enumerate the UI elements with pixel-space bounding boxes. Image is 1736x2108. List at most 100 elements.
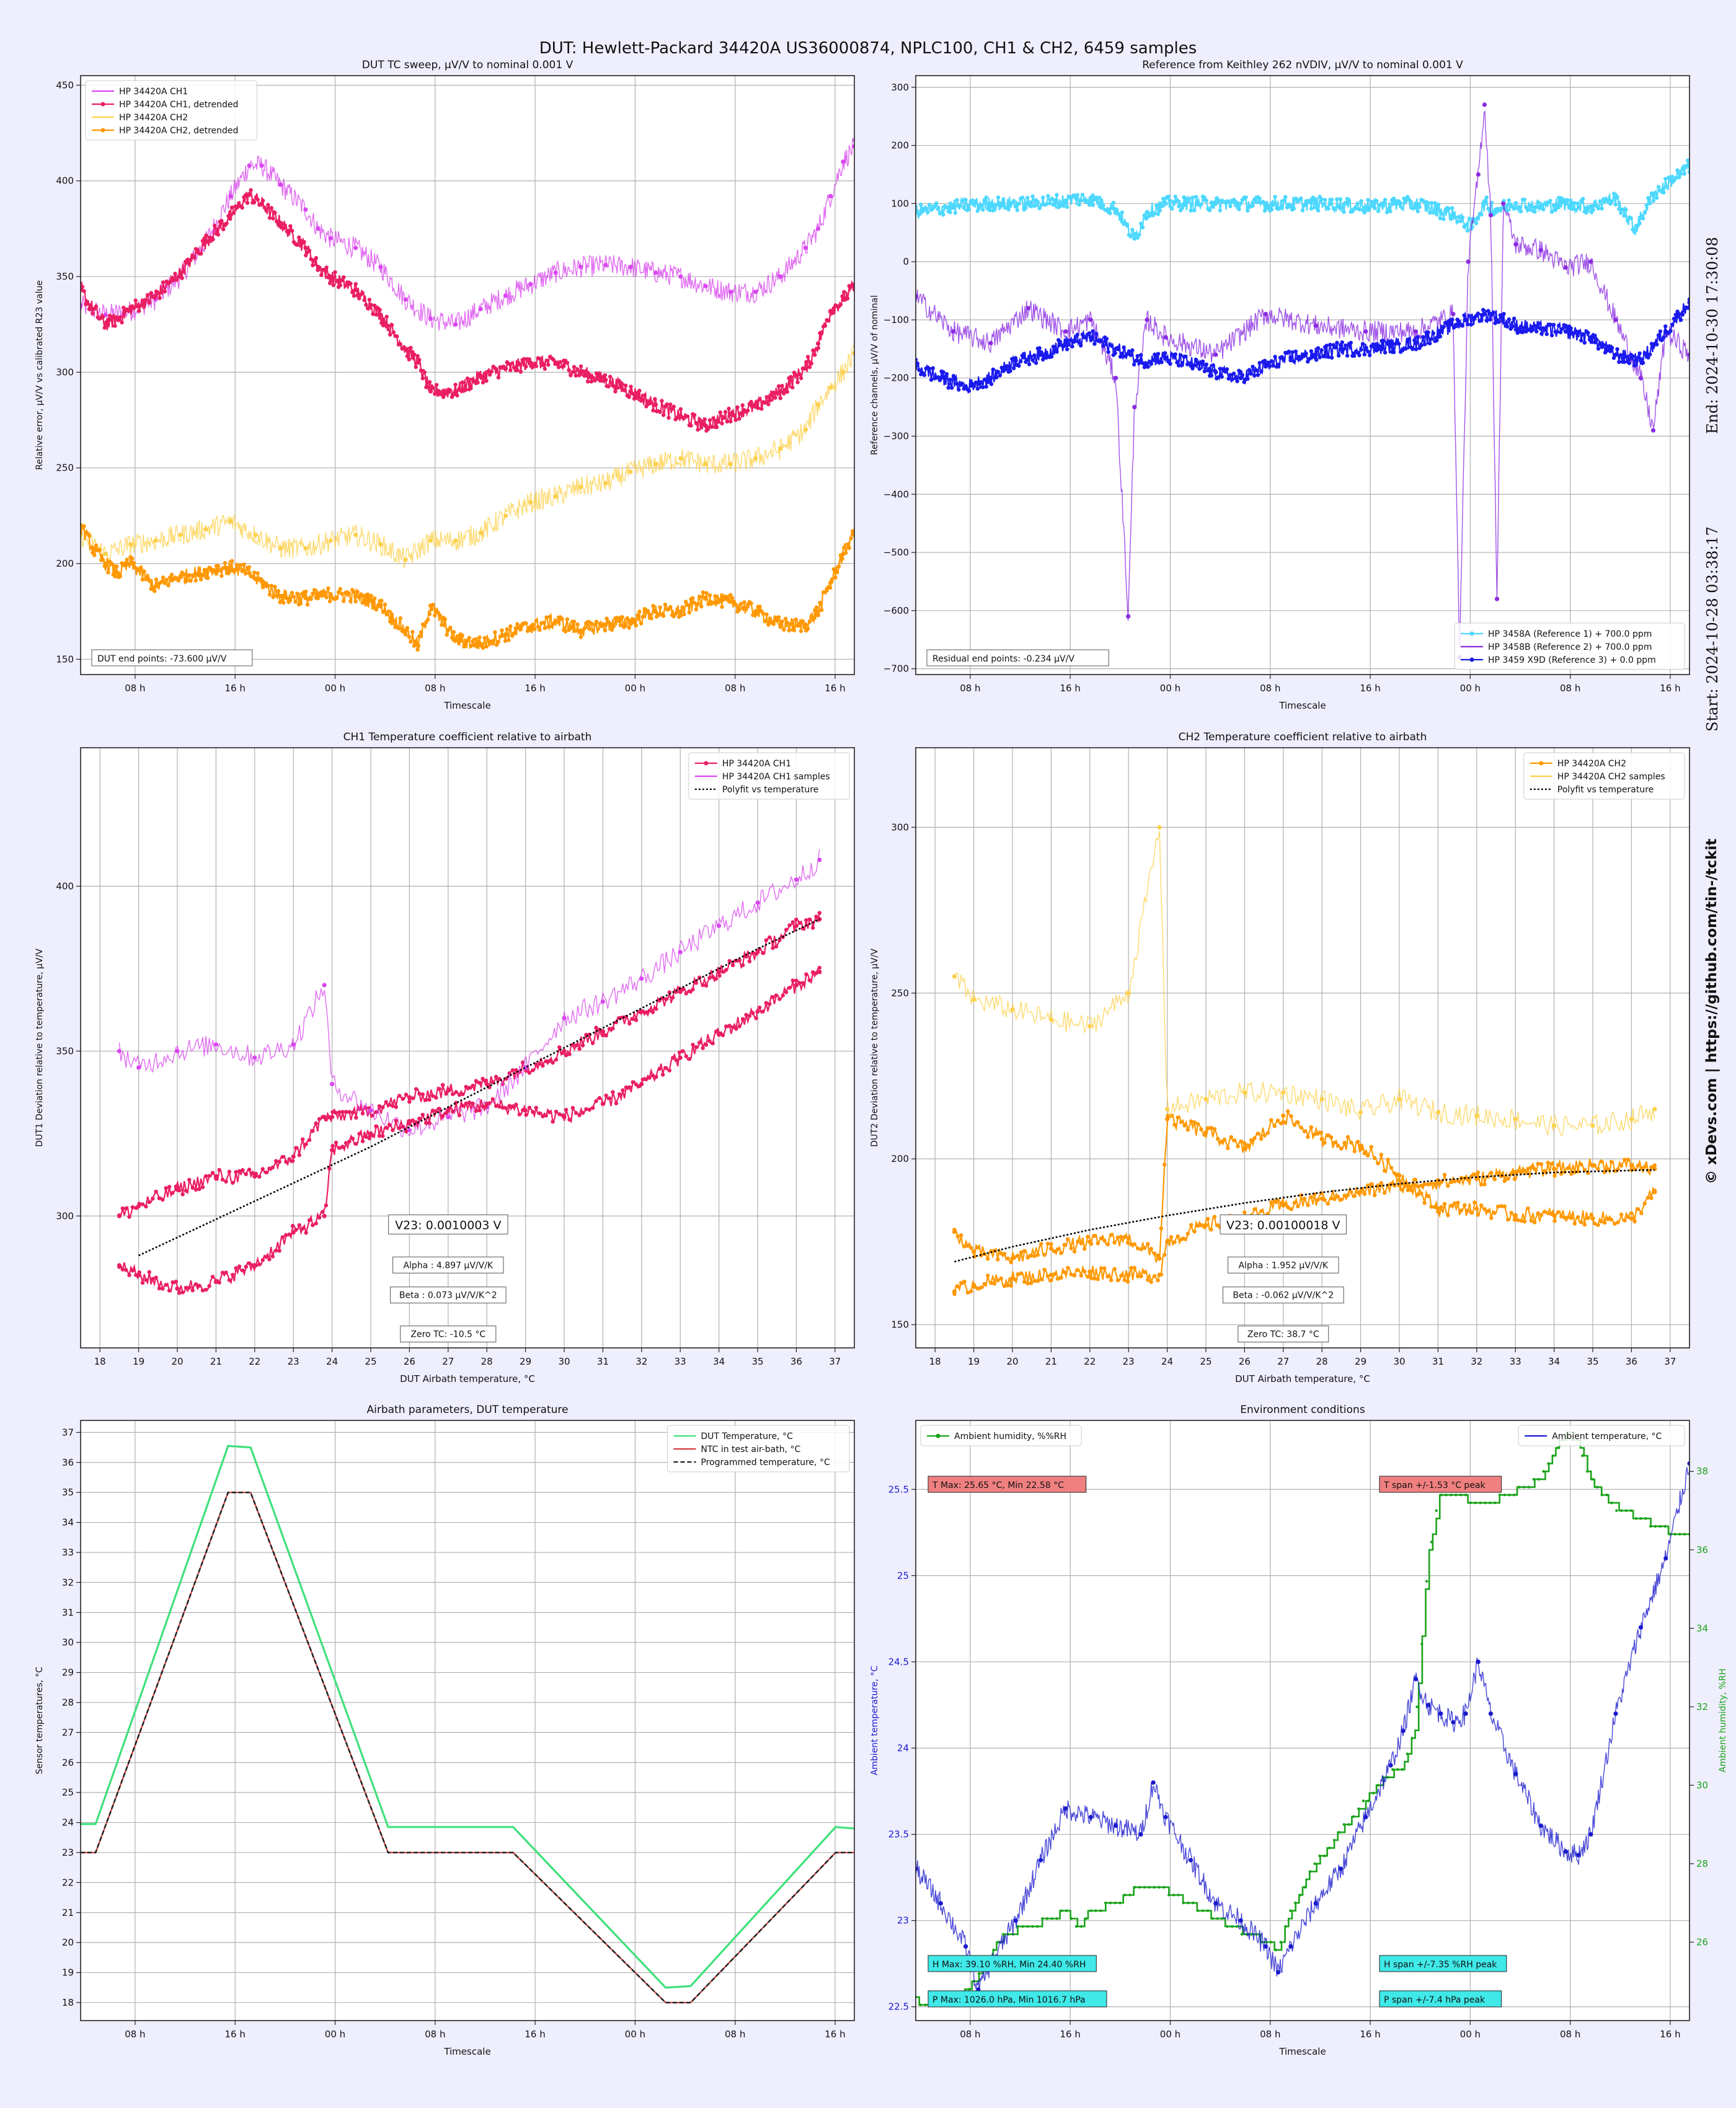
data-point — [1687, 352, 1690, 357]
series-point — [471, 1083, 475, 1088]
series-point — [632, 620, 637, 625]
series-point — [147, 301, 152, 305]
data-point — [115, 316, 121, 321]
y-tick-label: 24 — [897, 1743, 909, 1754]
series-point — [1190, 366, 1195, 371]
data-point — [1088, 1815, 1093, 1820]
series-point — [1379, 1180, 1383, 1185]
data-point — [322, 1115, 327, 1120]
series-point — [1049, 1278, 1053, 1283]
series-point — [127, 1215, 131, 1219]
series-point — [1474, 221, 1479, 226]
series-point — [1599, 1219, 1603, 1224]
data-point — [1469, 224, 1474, 229]
series-point — [512, 631, 516, 636]
data-point — [1126, 1236, 1131, 1241]
series-point — [651, 603, 655, 608]
series-point — [1575, 202, 1580, 206]
series-point — [1242, 1210, 1247, 1215]
series-point — [1453, 322, 1458, 327]
series-point — [224, 565, 229, 570]
data-point — [178, 533, 183, 538]
series-point — [381, 1105, 385, 1110]
series-point — [551, 1060, 555, 1065]
series-point — [1569, 326, 1573, 330]
series-point — [955, 1284, 960, 1288]
series-point — [113, 574, 117, 578]
series-point — [1125, 224, 1130, 228]
series-point — [1534, 205, 1539, 210]
series-point — [1020, 195, 1025, 200]
series-point — [1249, 1138, 1254, 1143]
series-point — [1368, 205, 1372, 209]
series-point — [140, 1280, 145, 1285]
series-point — [1102, 1238, 1107, 1243]
series-point — [1123, 1893, 1127, 1897]
series-point — [464, 642, 468, 646]
series-point — [1206, 368, 1210, 373]
series-point — [353, 599, 358, 604]
data-point — [1281, 1114, 1286, 1118]
series-point — [842, 546, 846, 550]
series-point — [1168, 198, 1172, 203]
series-point — [1512, 206, 1517, 211]
x-tick-label: 21 — [210, 1356, 222, 1367]
series-point — [1619, 1509, 1623, 1512]
series-point — [707, 1038, 712, 1043]
data-point — [1629, 1216, 1634, 1221]
series-point — [794, 373, 798, 377]
series-point — [1529, 1165, 1533, 1169]
data-point — [678, 990, 683, 994]
data-point — [600, 999, 606, 1004]
panel-title: Airbath parameters, DUT temperature — [367, 1404, 569, 1416]
data-point — [1590, 1163, 1595, 1168]
series-point — [1333, 206, 1337, 211]
series-point — [1072, 1249, 1077, 1254]
series-point — [794, 978, 799, 983]
series-point — [1386, 1158, 1390, 1162]
data-point — [153, 293, 158, 298]
series-point — [593, 622, 597, 627]
series-point — [355, 590, 360, 594]
series-point — [1122, 345, 1126, 350]
series-point — [1306, 1203, 1310, 1207]
legend-label: HP 34420A CH1 samples — [722, 772, 830, 782]
series-point — [106, 570, 110, 575]
series-point — [544, 358, 549, 363]
series-point — [1302, 1129, 1307, 1133]
series-point — [1335, 1195, 1340, 1199]
x-tick-label: 08 h — [960, 2029, 980, 2040]
data-point — [1263, 364, 1269, 369]
series-point — [1178, 208, 1183, 213]
series-point — [288, 224, 293, 228]
series-point — [1624, 355, 1628, 359]
series-point — [461, 1104, 465, 1108]
data-point — [1363, 1815, 1368, 1820]
legend-marker — [100, 128, 105, 133]
series-point — [97, 547, 102, 552]
data-point — [1313, 352, 1318, 357]
series-point — [354, 1141, 358, 1146]
series-point — [410, 1118, 415, 1123]
x-tick-label: 30 — [1393, 1356, 1405, 1367]
series-point — [327, 1166, 332, 1171]
series-point — [1422, 342, 1427, 347]
series-point — [594, 619, 599, 624]
series-point — [922, 373, 927, 378]
series-point — [799, 376, 804, 381]
series-point — [1479, 212, 1484, 216]
series-point — [613, 389, 618, 394]
series-point — [1606, 1167, 1610, 1172]
series-point — [490, 1097, 495, 1102]
series-point — [1050, 1917, 1054, 1920]
series-point — [379, 598, 384, 603]
series-point — [658, 605, 662, 609]
series-point — [789, 622, 793, 626]
series-point — [1128, 353, 1133, 357]
x-tick-label: 18 — [929, 1356, 941, 1367]
x-tick-label: 00 h — [325, 2029, 345, 2040]
series-point — [1251, 203, 1255, 208]
series-point — [140, 1202, 145, 1207]
data-point — [328, 274, 333, 279]
series-point — [1652, 1163, 1657, 1167]
